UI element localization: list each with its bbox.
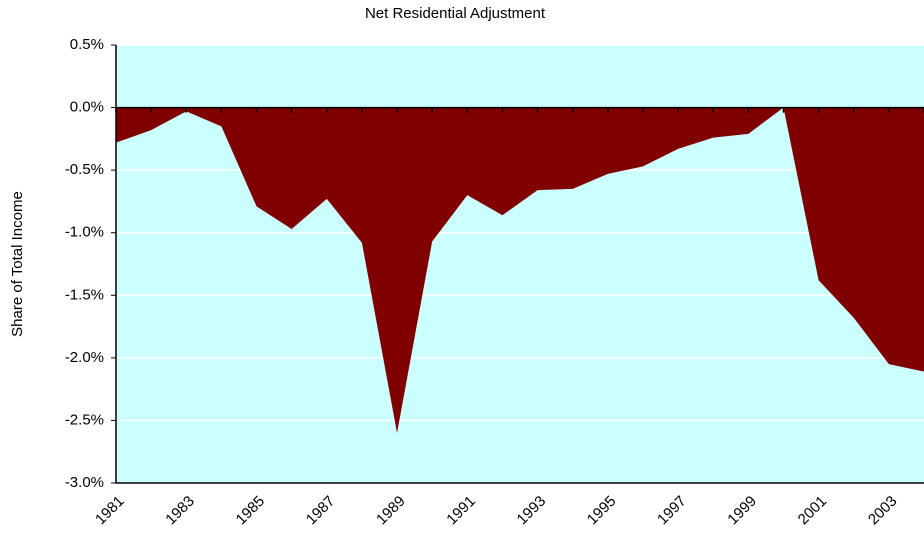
x-tick-label: 1999 (724, 493, 760, 529)
x-tick-label: 1993 (514, 493, 550, 529)
x-tick-label: 2003 (865, 493, 901, 529)
y-tick-label: 0.0% (70, 99, 104, 116)
x-tick-label: 1995 (584, 493, 620, 529)
y-axis-label: Share of Total Income (9, 191, 26, 337)
x-tick-label: 1981 (92, 493, 128, 529)
x-tick-label: 1991 (443, 493, 479, 529)
chart-title: Net Residential Adjustment (365, 5, 546, 22)
y-tick-label: -0.5% (65, 161, 104, 178)
x-tick-label: 1987 (303, 493, 339, 529)
x-tick-label: 1983 (162, 493, 198, 529)
y-tick-label: -1.5% (65, 286, 104, 303)
y-tick-label: -2.0% (65, 349, 104, 366)
y-tick-label: 0.5% (70, 36, 104, 53)
x-tick-label: 2001 (795, 493, 831, 529)
y-tick-label: -2.5% (65, 411, 104, 428)
y-tick-label: -1.0% (65, 224, 104, 241)
y-tick-label: -3.0% (65, 474, 104, 491)
area (116, 107, 924, 433)
x-tick-label: 1997 (654, 493, 690, 529)
x-tick-label: 1985 (233, 493, 269, 529)
x-tick-label: 1989 (373, 493, 409, 529)
